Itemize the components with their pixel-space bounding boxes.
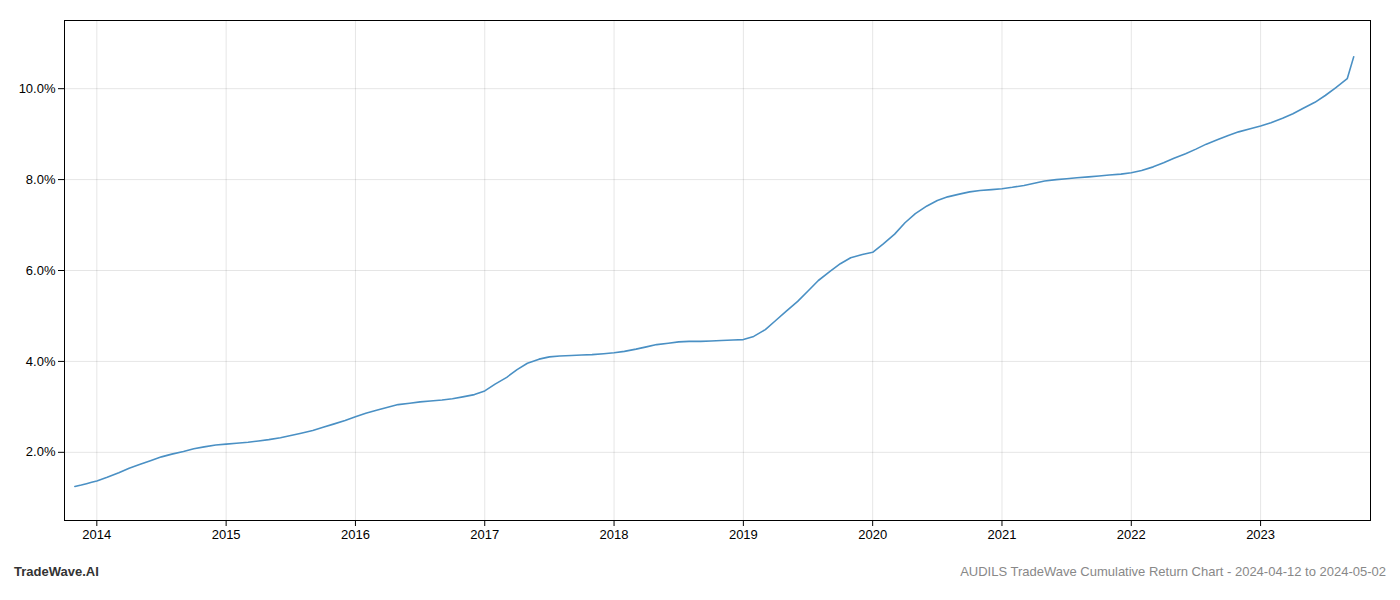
svg-text:2022: 2022 <box>1117 527 1146 542</box>
svg-text:2017: 2017 <box>470 527 499 542</box>
html-text:AUDILS TradeWave Cumulative Re: AUDILS TradeWave Cumulative Return Chart… <box>960 564 1386 579</box>
html-text:TradeWave.AI: TradeWave.AI <box>14 564 99 579</box>
svg-text:4.0%: 4.0% <box>26 354 56 369</box>
svg-text:10.0%: 10.0% <box>19 81 56 96</box>
svg-text:2020: 2020 <box>858 527 887 542</box>
svg-text:2023: 2023 <box>1246 527 1275 542</box>
svg-text:8.0%: 8.0% <box>26 172 56 187</box>
svg-text:2.0%: 2.0% <box>26 444 56 459</box>
svg-text:2015: 2015 <box>212 527 241 542</box>
svg-text:6.0%: 6.0% <box>26 263 56 278</box>
svg-text:2019: 2019 <box>729 527 758 542</box>
svg-text:2014: 2014 <box>82 527 111 542</box>
svg-text:2016: 2016 <box>341 527 370 542</box>
svg-text:2018: 2018 <box>600 527 629 542</box>
svg-text:2021: 2021 <box>988 527 1017 542</box>
